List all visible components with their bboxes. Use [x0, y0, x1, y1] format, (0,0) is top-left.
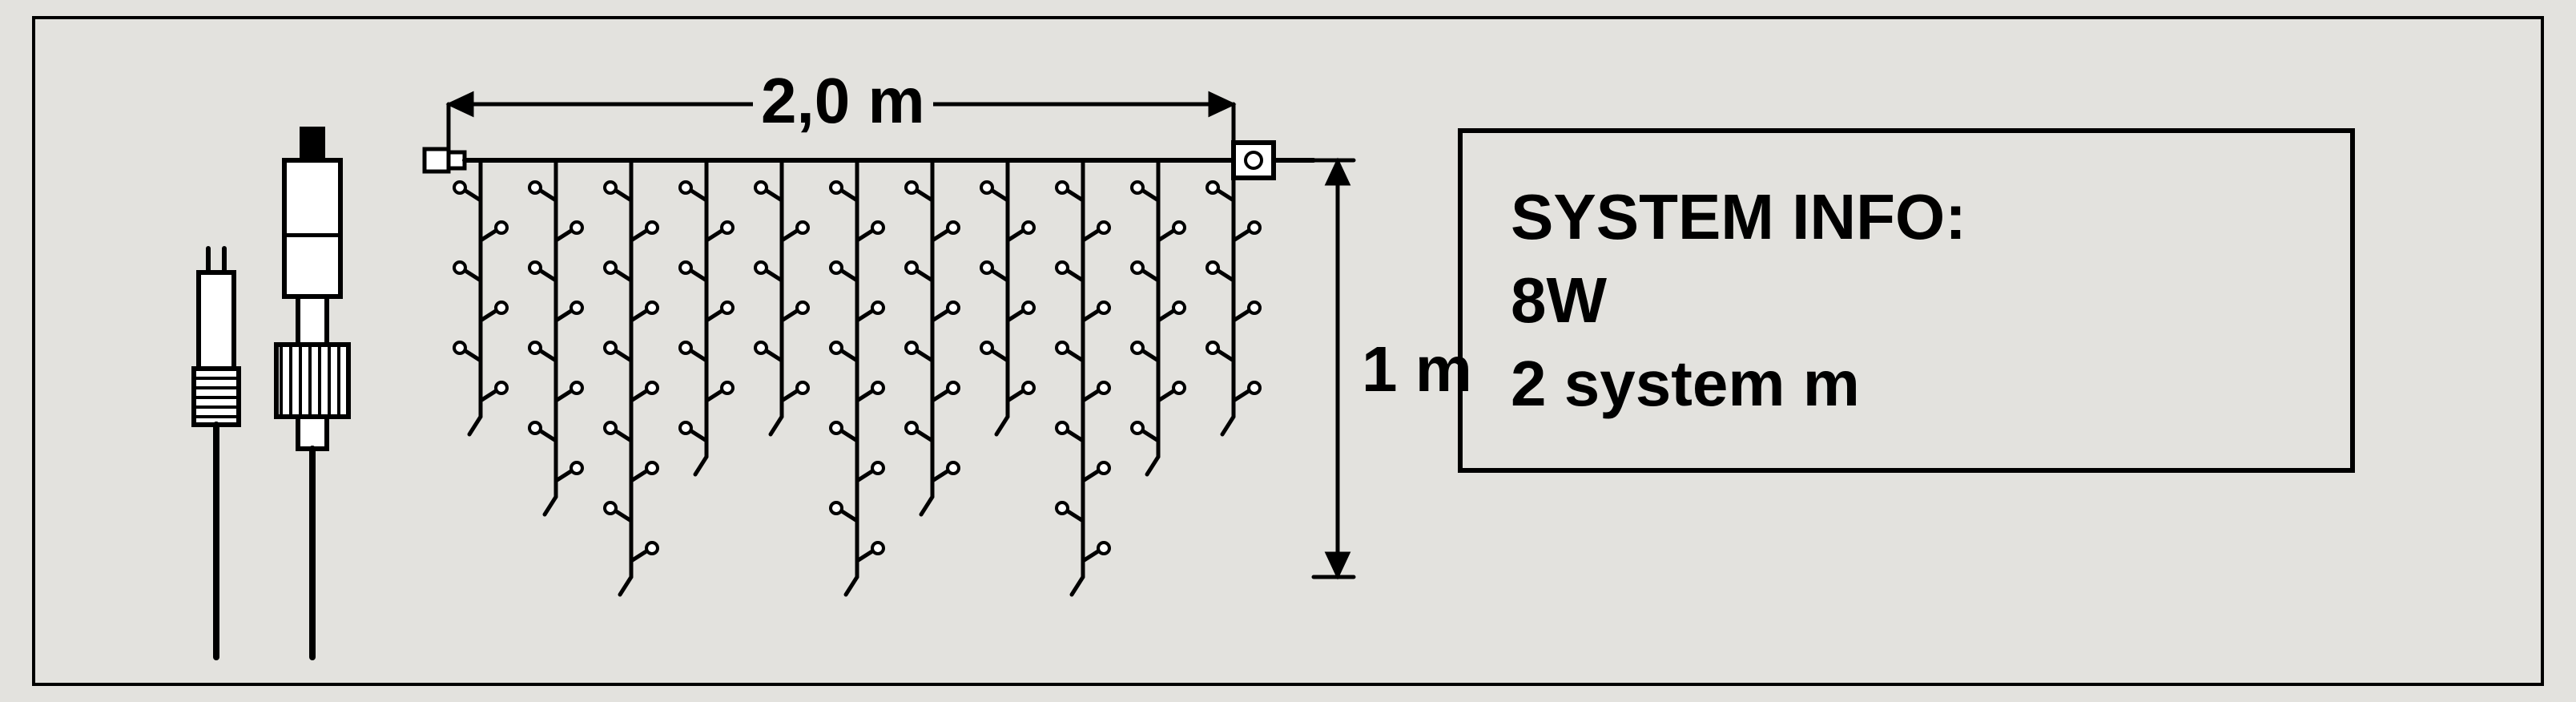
width-dimension-label: 2,0 m — [753, 64, 933, 138]
diagram-svg — [0, 0, 2576, 702]
height-dimension-label: 1 m — [1362, 333, 1472, 406]
